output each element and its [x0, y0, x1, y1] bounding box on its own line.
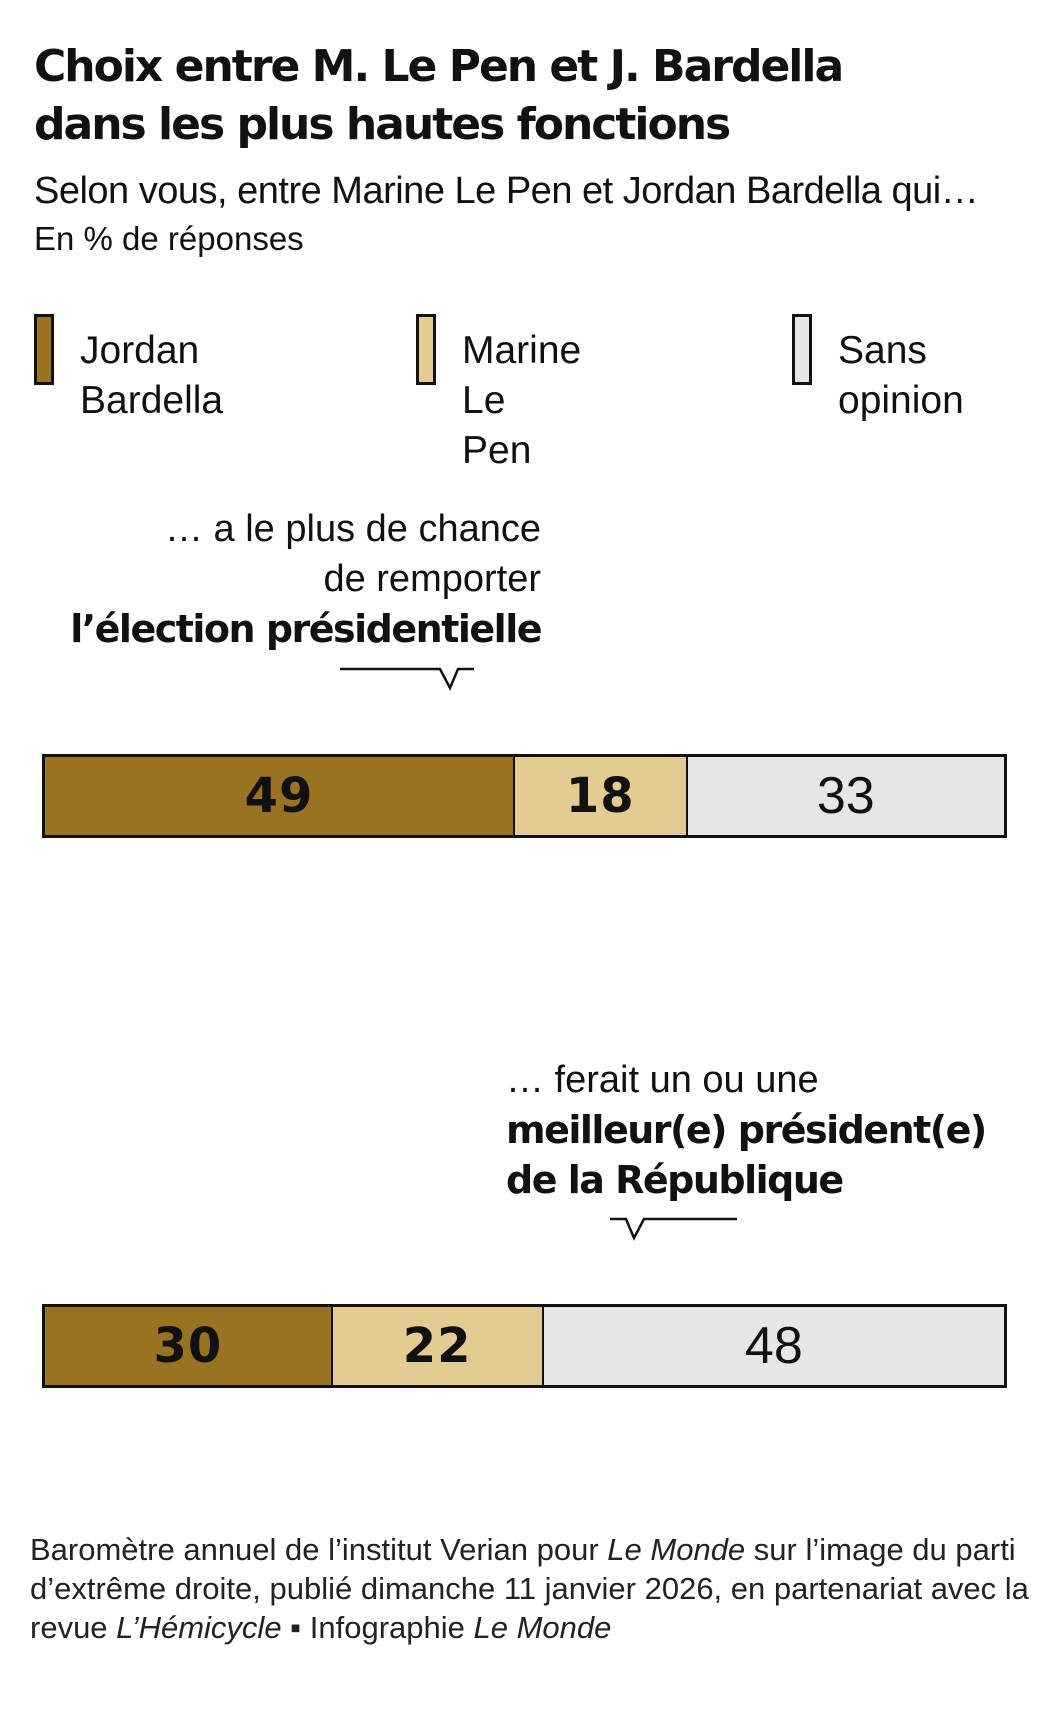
chart-title-line-2: dans les plus hautes fonctions [34, 99, 731, 150]
legend-swatch-lepen [416, 314, 436, 385]
bar-value-q2-sans-opinion: 48 [744, 1317, 803, 1375]
bar-segment-q1-bardella: 49 [45, 757, 515, 835]
question-2-label: … ferait un ou une meilleur(e) président… [506, 1055, 1026, 1205]
question-2-pointer [610, 1217, 737, 1241]
legend-swatch-bardella [34, 314, 54, 385]
bar-segment-q2-bardella: 30 [45, 1307, 333, 1385]
bar-segment-q2-sans-opinion: 48 [543, 1307, 1004, 1385]
legend-label-lepen: Marine Le Pen [462, 329, 582, 472]
question-1-label: … a le plus de chance de remporter l’éle… [21, 504, 542, 654]
bar-value-q1-lepen: 18 [565, 768, 635, 824]
bar-value-q2-bardella: 30 [153, 1318, 223, 1374]
question-1-pointer [340, 667, 474, 691]
bar-segment-q2-lepen: 22 [332, 1307, 544, 1385]
source-text-3: ▪ Infographie [281, 1610, 474, 1645]
source-italic-1: Le Monde [607, 1532, 746, 1567]
bar-value-q2-lepen: 22 [402, 1318, 472, 1374]
bar-segment-q1-sans-opinion: 33 [687, 757, 1004, 835]
source-italic-3: Le Monde [473, 1610, 612, 1645]
source-text-2: sur l’image du parti d’extrême droite, p… [30, 1532, 1029, 1645]
question-1-emphasis: l’élection présidentielle [70, 607, 542, 651]
source-italic-2: L’Hémicycle [116, 1610, 282, 1645]
source-text-1: Baromètre annuel de l’institut Verian po… [30, 1532, 608, 1567]
unit-label: En % de réponses [34, 220, 304, 257]
legend-swatch-sans-opinion [792, 314, 812, 385]
question-1-text: … a le plus de chance de remporter [164, 508, 541, 600]
legend-label-sans-opinion: Sans opinion [838, 329, 964, 422]
bar-question-1: 49 18 33 [42, 754, 1007, 838]
bar-value-q1-bardella: 49 [244, 768, 314, 824]
bar-value-q1-sans-opinion: 33 [816, 767, 875, 825]
question-2-text: … ferait un ou une [506, 1059, 819, 1101]
source-note: Baromètre annuel de l’institut Verian po… [30, 1530, 1030, 1647]
bar-segment-q1-lepen: 18 [514, 757, 688, 835]
chart-title: Choix entre M. Le Pen et J. Bardella dan… [34, 38, 1034, 154]
chart-subtitle: Selon vous, entre Marine Le Pen et Jorda… [34, 170, 979, 212]
bar-question-2: 30 22 48 [42, 1304, 1007, 1388]
question-2-emphasis: meilleur(e) président(e) de la Républiqu… [506, 1108, 987, 1202]
chart-title-line-1: Choix entre M. Le Pen et J. Bardella [34, 41, 844, 92]
legend-label-bardella: Jordan Bardella [80, 329, 224, 422]
